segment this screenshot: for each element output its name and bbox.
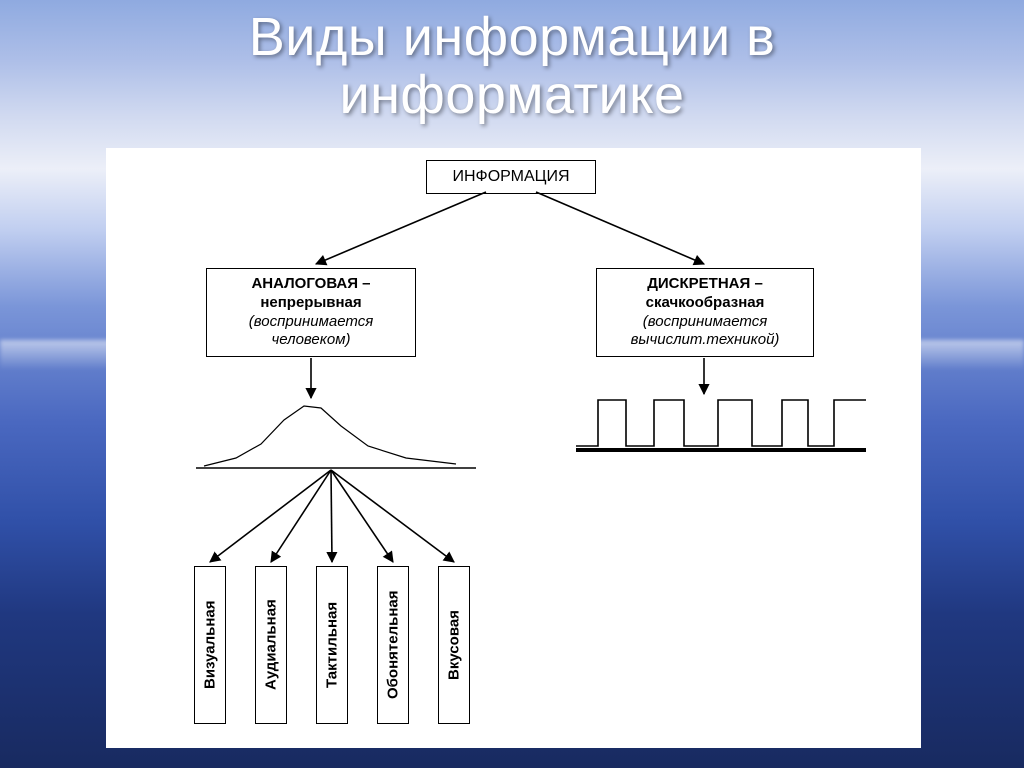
discrete-note2: вычислит.техникой) [631, 331, 780, 348]
diagram-connectors [106, 148, 921, 748]
diagram-panel: ИНФОРМАЦИЯ АНАЛОГОВАЯ – непрерывная (вос… [106, 148, 921, 748]
slide: Виды информации в информатике ИНФОРМАЦИЯ… [0, 0, 1024, 768]
analog-box: АНАЛОГОВАЯ – непрерывная (воспринимается… [206, 268, 416, 357]
leaf-box: Вкусовая [438, 566, 470, 724]
leaf-box: Визуальная [194, 566, 226, 724]
analog-head: АНАЛОГОВАЯ – [251, 275, 370, 292]
analog-sub: непрерывная [260, 294, 361, 311]
title-line-1: Виды информации в [249, 7, 776, 67]
leaf-box: Аудиальная [255, 566, 287, 724]
discrete-note1: (воспринимается [643, 313, 768, 330]
discrete-box: ДИСКРЕТНАЯ – скачкообразная (воспринимае… [596, 268, 814, 357]
title-line-2: информатике [339, 65, 684, 125]
root-box: ИНФОРМАЦИЯ [426, 160, 596, 194]
analog-note2: человеком) [272, 331, 351, 348]
slide-title: Виды информации в информатике [0, 8, 1024, 125]
analog-note1: (воспринимается [249, 313, 374, 330]
discrete-head: ДИСКРЕТНАЯ – [647, 275, 763, 292]
leaf-box: Тактильная [316, 566, 348, 724]
root-label: ИНФОРМАЦИЯ [452, 168, 569, 185]
leaf-box: Обонятельная [377, 566, 409, 724]
discrete-sub: скачкообразная [646, 294, 765, 311]
